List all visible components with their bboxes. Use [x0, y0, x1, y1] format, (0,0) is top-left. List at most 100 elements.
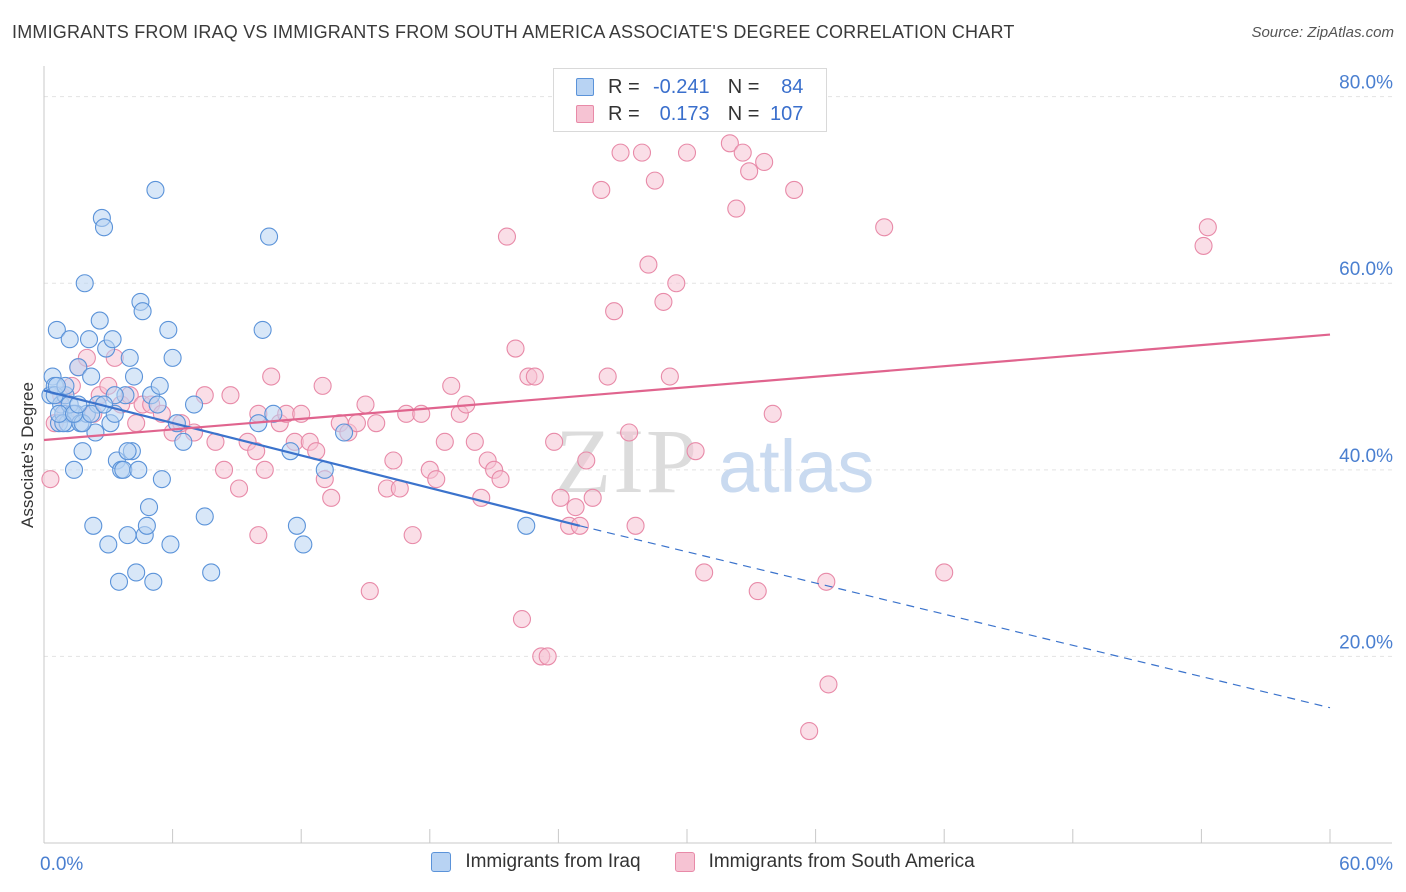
gridlines: [44, 96, 1392, 657]
legend-swatch-south-america: [674, 852, 695, 872]
sa-point-103: [935, 563, 954, 582]
sa-r-label: R =: [608, 102, 640, 125]
sa-point-84: [645, 171, 664, 190]
sa-point-57: [465, 432, 484, 451]
sa-point-42: [356, 395, 375, 414]
iraq-point-76: [49, 404, 69, 423]
sa-point-58: [472, 488, 491, 507]
sa-point-94: [740, 162, 759, 181]
iraq-point-69: [335, 423, 354, 442]
iraq-point-29: [103, 330, 122, 349]
sa-point-46: [384, 451, 403, 470]
axes: 20.0% 40.0% 60.0% 80.0% 0.0% 60.0%: [40, 66, 1393, 875]
iraq-swatch: [576, 78, 594, 96]
sa-n-value: 107: [770, 102, 804, 125]
iraq-point-63: [259, 227, 279, 246]
iraq-point-60: [202, 563, 221, 582]
iraq-point-39: [124, 367, 144, 386]
sa-point-62: [497, 227, 517, 246]
sa-point-97: [763, 404, 782, 423]
sa-n-label: N =: [727, 102, 760, 125]
sa-point-85: [654, 292, 673, 311]
iraq-point-27: [99, 535, 118, 554]
iraq-point-19: [82, 367, 101, 386]
sa-point-86: [660, 367, 679, 386]
sa-point-93: [733, 143, 752, 162]
y-axis-label: Associate's Degree: [18, 382, 37, 528]
iraq-r-label: R =: [608, 75, 640, 98]
iraq-point-59: [195, 507, 214, 526]
iraq-point-40: [127, 563, 146, 582]
sa-point-28: [249, 526, 268, 545]
south-america-swatch: [576, 105, 594, 123]
sa-point-24: [229, 479, 249, 498]
sa-point-70: [551, 488, 570, 507]
sa-point-104: [1194, 236, 1213, 255]
sa-point-37: [322, 488, 341, 507]
x-tick-label-1: 60.0%: [1339, 854, 1393, 875]
source-credit: Source: ZipAtlas.com: [1251, 24, 1394, 41]
series-legend: Immigrants from Iraq Immigrants from Sou…: [0, 851, 1406, 873]
sa-point-95: [748, 582, 767, 601]
legend-label-south-america: Immigrants from South America: [708, 851, 975, 872]
iraq-point-58: [184, 395, 204, 414]
sa-point-78: [605, 302, 624, 321]
sa-trend-line: [43, 333, 1331, 442]
iraq-point-11: [64, 460, 84, 479]
iraq-point-67: [294, 535, 313, 554]
iraq-point-16: [75, 274, 94, 293]
sa-point-22: [214, 460, 234, 479]
sa-point-105: [1198, 218, 1217, 237]
iraq-point-49: [146, 180, 165, 200]
sa-point-48: [397, 404, 416, 423]
sa-point-72: [566, 498, 585, 517]
legend-swatch-iraq: [431, 852, 452, 872]
legend-item-iraq[interactable]: Immigrants from Iraq: [431, 851, 641, 873]
sa-point-88: [677, 143, 697, 162]
y-tick-label-1: 40.0%: [1339, 446, 1393, 467]
iraq-point-64: [264, 404, 283, 423]
sa-point-26: [247, 442, 266, 461]
sa-point-52: [427, 470, 446, 489]
sa-point-64: [512, 610, 532, 629]
iraq-point-36: [118, 526, 137, 545]
iraq-point-23: [90, 311, 109, 330]
sa-point-77: [598, 367, 617, 386]
iraq-point-15: [73, 442, 92, 461]
iraq-point-41: [129, 460, 148, 479]
sa-point-13: [127, 414, 146, 433]
sa-point-76: [592, 180, 611, 200]
iraq-point-54: [161, 535, 180, 554]
legend-item-south-america[interactable]: Immigrants from South America: [674, 851, 975, 873]
series-iraq-points: [41, 180, 536, 591]
sa-point-75: [583, 488, 602, 507]
iraq-point-50: [148, 395, 167, 414]
legend-row-iraq: R = -0.241 N = 84: [576, 74, 803, 100]
iraq-point-48: [144, 572, 163, 591]
x-tick-label-0: 0.0%: [40, 854, 83, 875]
sa-point-82: [632, 143, 652, 162]
iraq-point-9: [60, 330, 79, 349]
watermark-atlas: atlas: [718, 425, 874, 508]
sa-point-83: [639, 255, 658, 274]
iraq-point-57: [174, 432, 193, 451]
sa-point-49: [403, 526, 422, 545]
iraq-point-3: [47, 320, 66, 339]
iraq-point-32: [109, 572, 129, 591]
iraq-point-25: [94, 218, 114, 237]
legend-row-south-america: R = 0.173 N = 107: [576, 101, 803, 127]
sa-point-27: [255, 460, 274, 479]
sa-point-87: [667, 274, 686, 293]
sa-point-0: [41, 470, 60, 489]
sa-point-89: [686, 442, 705, 461]
sa-point-66: [525, 367, 544, 386]
sa-point-79: [611, 143, 630, 162]
sa-point-96: [755, 152, 774, 172]
sa-point-38: [313, 376, 332, 395]
chart-title: IMMIGRANTS FROM IRAQ VS IMMIGRANTS FROM …: [12, 22, 1015, 42]
iraq-point-70: [517, 516, 536, 535]
iraq-point-13: [69, 358, 88, 377]
trend-lines: [43, 333, 1331, 709]
sa-point-44: [367, 414, 386, 433]
